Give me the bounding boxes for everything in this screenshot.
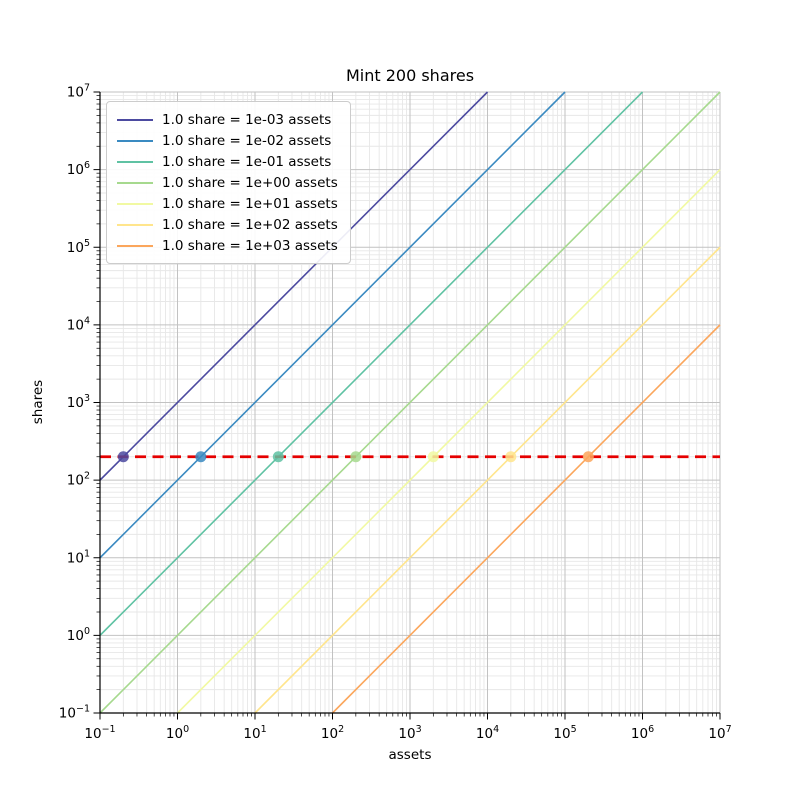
x-tick-label: 103 (398, 724, 421, 742)
mint-point-marker (505, 451, 517, 463)
mint-point-marker (582, 451, 594, 463)
y-tick-label: 100 (67, 626, 90, 644)
series-line (331, 324, 721, 714)
legend: 1.0 share = 1e-03 assets 1.0 share = 1e-0… (106, 101, 351, 264)
chart-title: Mint 200 shares (345, 66, 475, 85)
legend-item: 1.0 share = 1e+02 assets (117, 214, 338, 235)
x-tick-label: 107 (708, 724, 731, 742)
y-tick-label: 10−1 (59, 704, 90, 722)
y-tick-label: 107 (67, 83, 90, 101)
series-line (99, 91, 644, 636)
y-tick-label: 106 (67, 160, 90, 178)
x-tick-label: 104 (476, 724, 499, 742)
y-tick-label: 102 (67, 471, 90, 489)
legend-item: 1.0 share = 1e+03 assets (117, 235, 338, 256)
series-line (254, 246, 721, 714)
mint-points (117, 451, 594, 463)
mint-point-marker (195, 451, 207, 463)
legend-label: 1.0 share = 1e+03 assets (162, 237, 338, 254)
legend-item: 1.0 share = 1e-02 assets (117, 130, 338, 151)
legend-label: 1.0 share = 1e+00 assets (162, 174, 338, 191)
legend-line-swatch (117, 181, 153, 184)
x-tick-label: 10−1 (84, 724, 115, 742)
mint-point-marker (272, 451, 284, 463)
x-tick-label: 106 (631, 724, 654, 742)
y-tick-label: 105 (67, 238, 90, 256)
legend-item: 1.0 share = 1e-03 assets (117, 109, 338, 130)
y-tick-label: 101 (67, 548, 90, 566)
legend-label: 1.0 share = 1e-03 assets (162, 111, 332, 128)
y-axis-label: shares (30, 379, 46, 425)
x-tick-label: 102 (321, 724, 344, 742)
y-tick-label: 104 (67, 315, 90, 333)
x-tick-label: 105 (553, 724, 576, 742)
legend-label: 1.0 share = 1e-01 assets (162, 153, 332, 170)
legend-line-swatch (117, 160, 153, 163)
legend-line-swatch (117, 202, 153, 205)
tick-labels: 10−1 100 101 102 103 104 105 106 107 10−1 100 101 10… (59, 83, 732, 743)
series-line (176, 169, 721, 714)
series-lines (99, 91, 721, 714)
legend-label: 1.0 share = 1e+02 assets (162, 216, 338, 233)
legend-line-swatch (117, 118, 153, 121)
x-axis-label: assets (388, 747, 432, 763)
legend-item: 1.0 share = 1e+00 assets (117, 172, 338, 193)
legend-item: 1.0 share = 1e-01 assets (117, 151, 338, 172)
series-line (99, 91, 721, 714)
mint-point-marker (117, 451, 129, 463)
legend-label: 1.0 share = 1e-02 assets (162, 132, 332, 149)
series-line (99, 91, 566, 559)
legend-line-swatch (117, 244, 153, 247)
legend-line-swatch (117, 223, 153, 226)
axes-spines-ticks (93, 91, 721, 720)
legend-item: 1.0 share = 1e+01 assets (117, 193, 338, 214)
legend-label: 1.0 share = 1e+01 assets (162, 195, 338, 212)
y-tick-label: 103 (67, 393, 90, 411)
x-tick-label: 100 (166, 724, 189, 742)
legend-line-swatch (117, 139, 153, 142)
series-line (99, 91, 489, 481)
mint-point-marker (427, 451, 439, 463)
mint-point-marker (350, 451, 362, 463)
x-tick-label: 101 (243, 724, 266, 742)
